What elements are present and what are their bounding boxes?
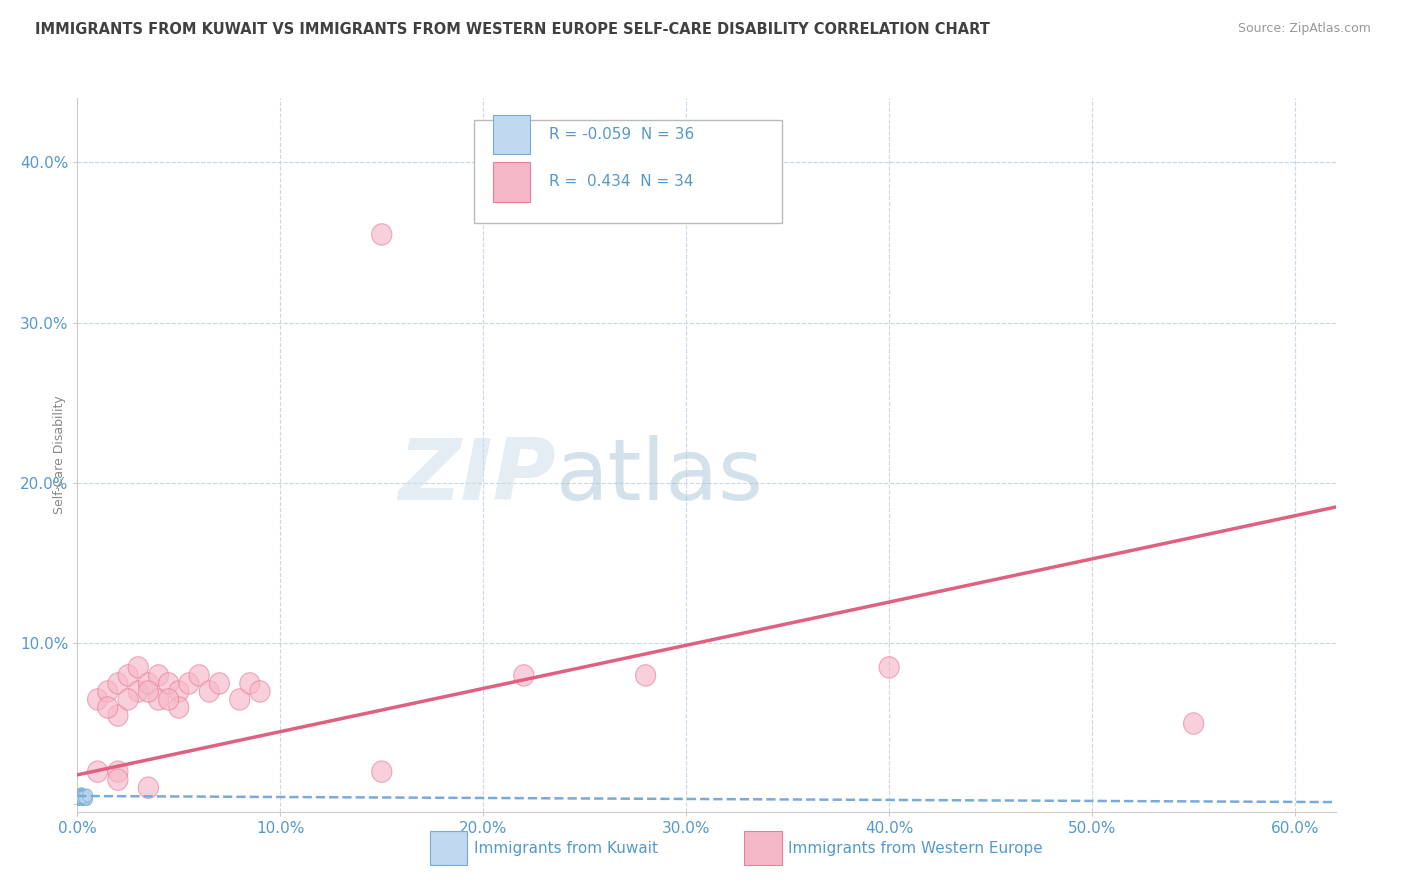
- Ellipse shape: [229, 689, 250, 710]
- Ellipse shape: [75, 791, 84, 804]
- Ellipse shape: [76, 791, 86, 804]
- Ellipse shape: [636, 665, 655, 686]
- Ellipse shape: [159, 689, 179, 710]
- Ellipse shape: [209, 673, 229, 694]
- Text: atlas: atlas: [555, 434, 763, 518]
- FancyBboxPatch shape: [744, 831, 782, 865]
- Ellipse shape: [108, 769, 128, 790]
- Ellipse shape: [75, 792, 84, 805]
- Ellipse shape: [75, 792, 84, 805]
- Ellipse shape: [79, 789, 89, 802]
- Ellipse shape: [159, 673, 179, 694]
- Ellipse shape: [240, 673, 260, 694]
- FancyBboxPatch shape: [430, 831, 467, 865]
- Ellipse shape: [76, 792, 86, 805]
- Ellipse shape: [79, 791, 89, 804]
- Ellipse shape: [87, 761, 108, 782]
- Ellipse shape: [75, 791, 84, 804]
- Ellipse shape: [138, 681, 159, 702]
- Ellipse shape: [75, 792, 84, 805]
- Ellipse shape: [80, 789, 90, 802]
- Ellipse shape: [76, 792, 86, 805]
- Ellipse shape: [108, 673, 128, 694]
- Ellipse shape: [149, 689, 169, 710]
- Ellipse shape: [79, 791, 89, 804]
- Ellipse shape: [179, 673, 200, 694]
- Ellipse shape: [76, 789, 86, 802]
- Ellipse shape: [76, 791, 86, 804]
- Ellipse shape: [75, 789, 84, 802]
- Ellipse shape: [75, 791, 84, 804]
- Ellipse shape: [108, 705, 128, 726]
- Ellipse shape: [75, 789, 84, 802]
- Text: Source: ZipAtlas.com: Source: ZipAtlas.com: [1237, 22, 1371, 36]
- Ellipse shape: [75, 791, 84, 804]
- Ellipse shape: [128, 657, 148, 678]
- Text: R = -0.059  N = 36: R = -0.059 N = 36: [550, 127, 695, 142]
- FancyBboxPatch shape: [492, 114, 530, 153]
- Ellipse shape: [371, 224, 392, 245]
- Ellipse shape: [80, 792, 90, 805]
- Ellipse shape: [83, 792, 93, 805]
- Ellipse shape: [513, 665, 534, 686]
- Ellipse shape: [76, 791, 86, 804]
- Ellipse shape: [75, 791, 84, 804]
- Ellipse shape: [87, 689, 108, 710]
- Ellipse shape: [138, 673, 159, 694]
- Ellipse shape: [1184, 713, 1204, 734]
- Ellipse shape: [879, 657, 900, 678]
- Ellipse shape: [118, 665, 138, 686]
- Ellipse shape: [97, 681, 118, 702]
- Ellipse shape: [371, 761, 392, 782]
- Ellipse shape: [76, 788, 86, 800]
- FancyBboxPatch shape: [474, 120, 782, 223]
- Ellipse shape: [169, 697, 188, 718]
- Ellipse shape: [200, 681, 219, 702]
- Ellipse shape: [75, 789, 84, 802]
- Ellipse shape: [76, 789, 86, 802]
- Ellipse shape: [138, 777, 159, 798]
- Ellipse shape: [79, 791, 89, 804]
- Ellipse shape: [79, 791, 89, 804]
- Ellipse shape: [108, 761, 128, 782]
- Ellipse shape: [76, 791, 86, 804]
- Text: R =  0.434  N = 34: R = 0.434 N = 34: [550, 175, 693, 189]
- Ellipse shape: [128, 681, 148, 702]
- Ellipse shape: [188, 665, 209, 686]
- Ellipse shape: [76, 789, 86, 802]
- Ellipse shape: [250, 681, 270, 702]
- Ellipse shape: [79, 789, 89, 802]
- Ellipse shape: [79, 789, 89, 802]
- Text: Immigrants from Western Europe: Immigrants from Western Europe: [789, 840, 1043, 855]
- Text: Immigrants from Kuwait: Immigrants from Kuwait: [474, 840, 658, 855]
- Ellipse shape: [118, 689, 138, 710]
- Ellipse shape: [76, 792, 86, 805]
- Ellipse shape: [83, 789, 93, 802]
- FancyBboxPatch shape: [492, 162, 530, 202]
- Ellipse shape: [79, 792, 89, 805]
- Ellipse shape: [76, 789, 86, 802]
- Ellipse shape: [149, 665, 169, 686]
- Ellipse shape: [169, 681, 188, 702]
- Y-axis label: Self-Care Disability: Self-Care Disability: [53, 395, 66, 515]
- Text: ZIP: ZIP: [398, 434, 555, 518]
- Ellipse shape: [97, 697, 118, 718]
- Text: IMMIGRANTS FROM KUWAIT VS IMMIGRANTS FROM WESTERN EUROPE SELF-CARE DISABILITY CO: IMMIGRANTS FROM KUWAIT VS IMMIGRANTS FRO…: [35, 22, 990, 37]
- Ellipse shape: [75, 791, 84, 804]
